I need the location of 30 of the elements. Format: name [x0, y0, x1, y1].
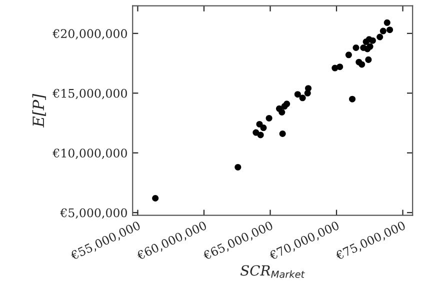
point [376, 34, 384, 40]
point [234, 164, 242, 170]
point [352, 44, 360, 52]
point [386, 26, 394, 34]
point [384, 19, 390, 26]
point [358, 61, 366, 68]
x-axis-title: SCR$_{Market}$ [240, 265, 305, 278]
point [305, 85, 312, 92]
y-tick-label: €10,000,000 [52, 148, 127, 159]
point [349, 96, 356, 102]
y-tick-label: €5,000,000 [60, 208, 127, 219]
point [345, 52, 352, 58]
point [266, 114, 272, 122]
point [366, 43, 374, 50]
point [260, 124, 267, 132]
y-axis-title: E[P] [32, 94, 46, 128]
point [279, 130, 286, 138]
point [257, 132, 264, 138]
point [152, 195, 159, 202]
point [299, 94, 306, 102]
point [369, 37, 376, 44]
point [284, 100, 290, 108]
point [336, 64, 344, 70]
point [278, 108, 286, 116]
point [380, 28, 386, 34]
y-tick-label: €15,000,000 [52, 88, 127, 100]
y-tick-label: €20,000,000 [52, 29, 127, 40]
point [365, 56, 372, 63]
point [256, 120, 263, 128]
point [294, 91, 301, 98]
